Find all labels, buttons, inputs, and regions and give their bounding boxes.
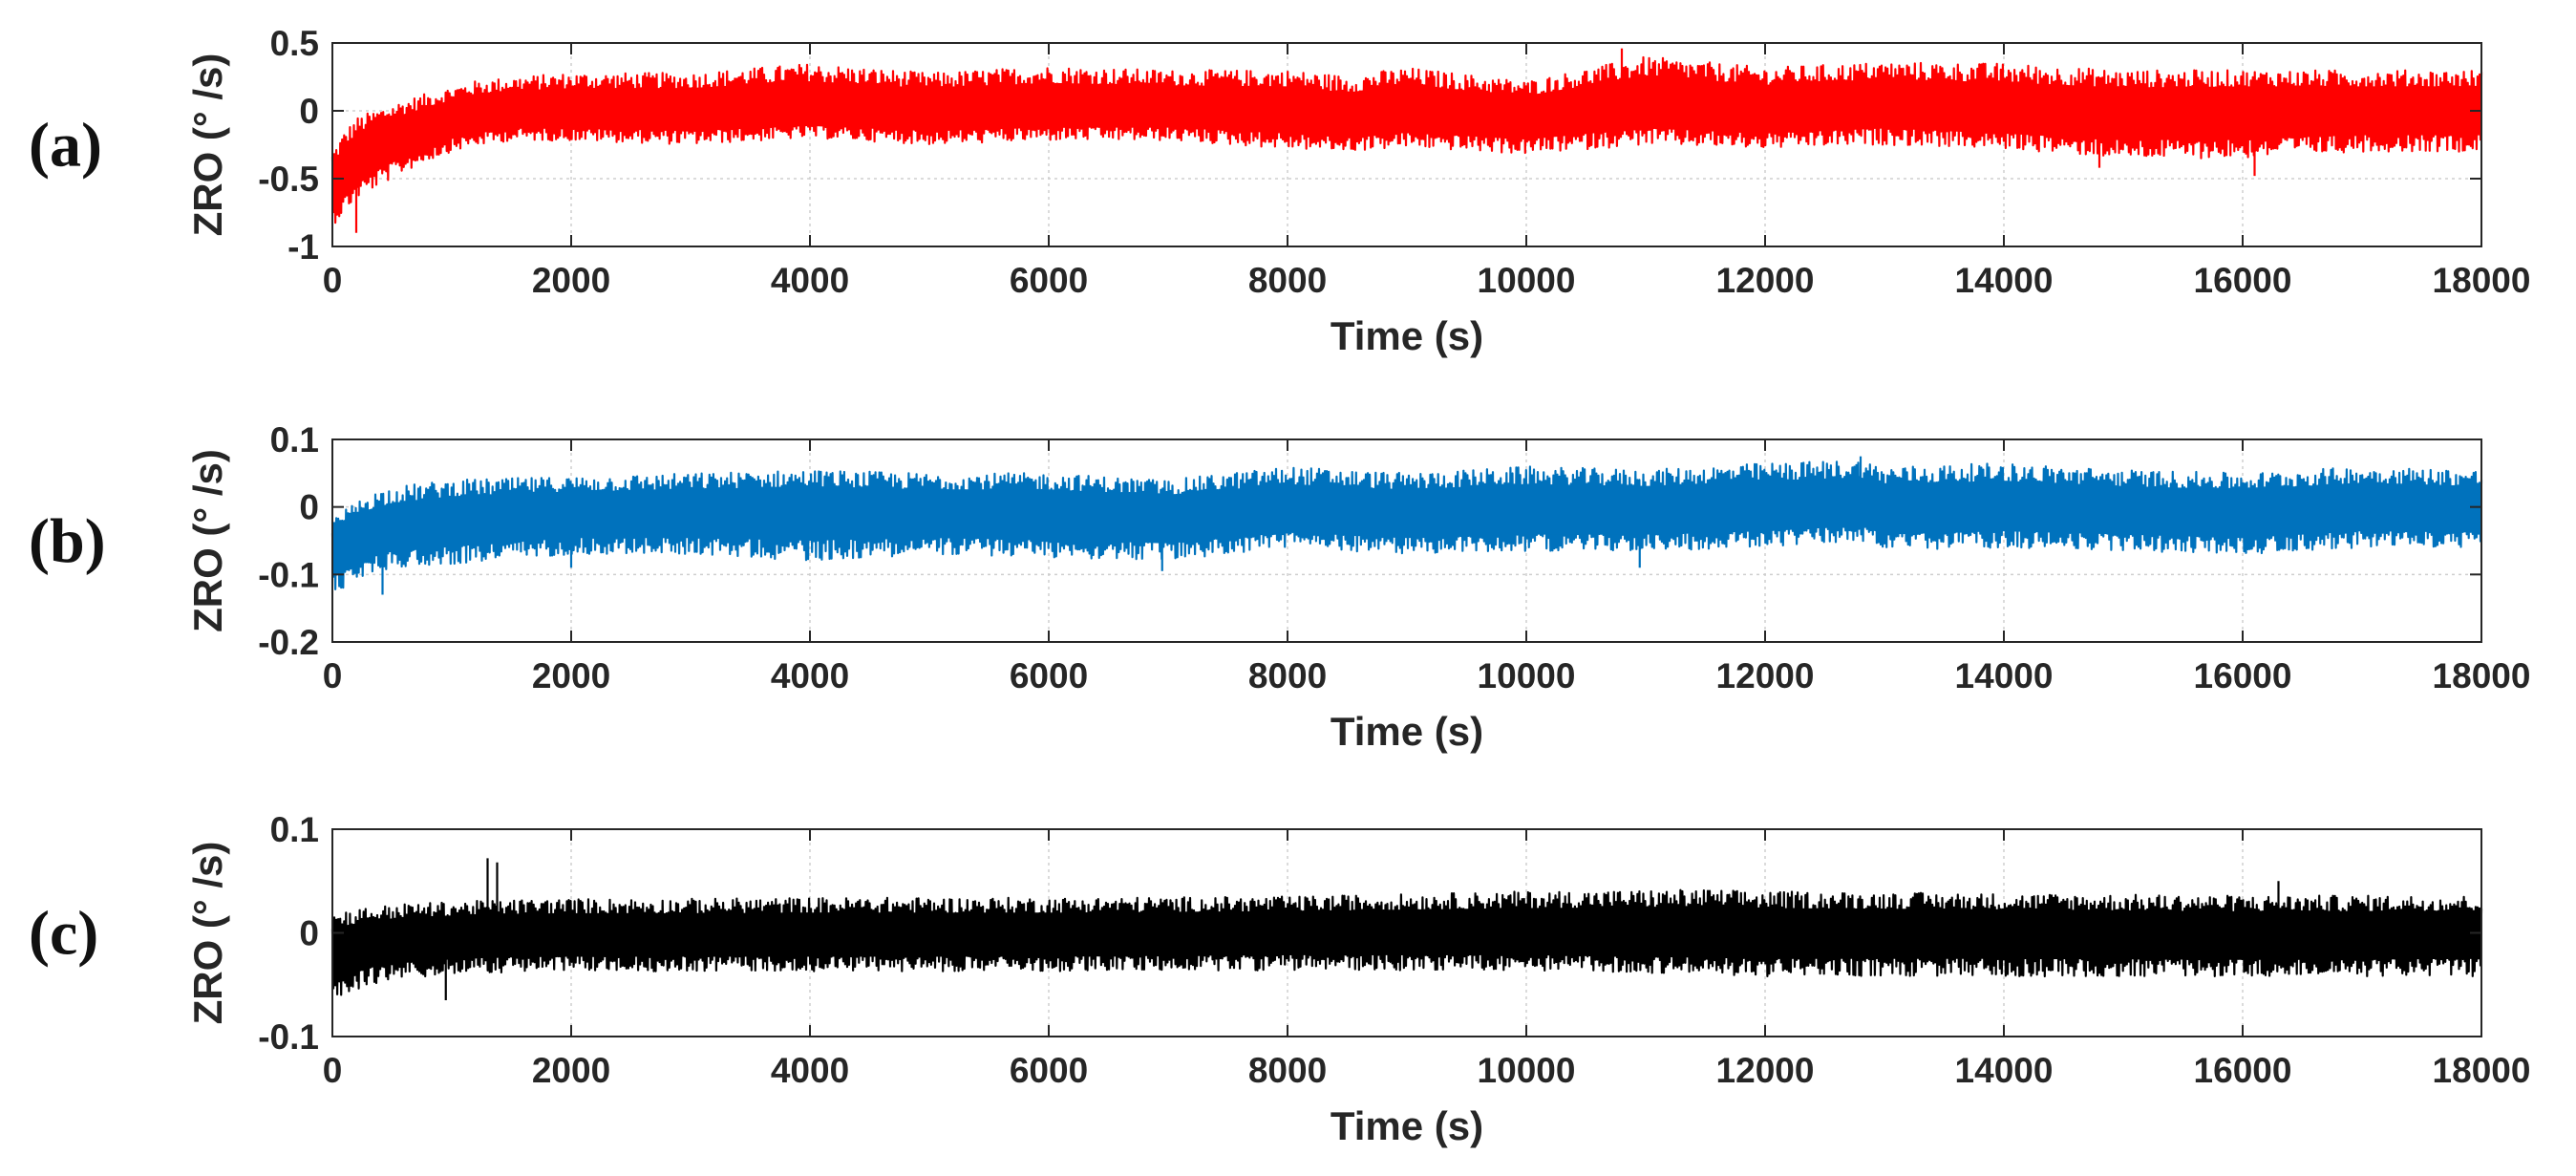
x-tick-label: 18000 — [2433, 1051, 2531, 1090]
x-axis-label: Time (s) — [1331, 709, 1483, 754]
x-tick-label: 8000 — [1248, 261, 1327, 300]
panel-label: (c) — [29, 899, 98, 969]
x-tick-label: 6000 — [1010, 261, 1088, 300]
panel-a: 0 2000 4000 6000 8000 10000 12000 14000 16000 180… — [29, 24, 2530, 358]
x-tick-label: 4000 — [771, 656, 849, 695]
y-tick-label: -1 — [287, 227, 319, 267]
panel-b: 0 2000 4000 6000 8000 10000 12000 14000 16000 180… — [29, 420, 2530, 754]
y-axis-label: ZRO (° /s) — [185, 53, 230, 237]
x-tick-label: 16000 — [2194, 1051, 2292, 1090]
data-band — [332, 477, 2481, 579]
x-tick-label: 8000 — [1248, 1051, 1327, 1090]
x-tick-label: 2000 — [532, 656, 610, 695]
x-tick-label: 0 — [323, 656, 343, 695]
x-tick-label: 4000 — [771, 1051, 849, 1090]
y-tick-label: -0.1 — [258, 1017, 319, 1057]
x-axis-label: Time (s) — [1331, 313, 1483, 358]
x-tick-label: 6000 — [1010, 656, 1088, 695]
x-tick-label: 18000 — [2433, 261, 2531, 300]
y-axis-label: ZRO (° /s) — [185, 842, 230, 1025]
x-tick-label: 18000 — [2433, 656, 2531, 695]
x-tick-label: 4000 — [771, 261, 849, 300]
x-tick-label: 14000 — [1955, 656, 2054, 695]
x-tick-label: 12000 — [1716, 261, 1815, 300]
x-tick-label: 14000 — [1955, 1051, 2054, 1090]
panel-label: (b) — [29, 506, 106, 576]
x-tick-label: 12000 — [1716, 656, 1815, 695]
data-band — [332, 75, 2481, 210]
x-tick-label: 16000 — [2194, 656, 2292, 695]
x-tick-label: 6000 — [1010, 1051, 1088, 1090]
y-tick-label: 0.1 — [270, 420, 319, 460]
x-tick-label: 16000 — [2194, 261, 2292, 300]
y-tick-label: 0 — [299, 488, 319, 527]
axes-box — [331, 438, 2482, 643]
y-tick-label: -0.1 — [258, 555, 319, 594]
panel-label: (a) — [29, 111, 102, 181]
data-band — [332, 907, 2481, 982]
panel-c: 0 2000 4000 6000 8000 10000 12000 14000 16000 180… — [29, 810, 2530, 1148]
y-tick-label: 0.5 — [270, 24, 319, 63]
x-tick-label: 10000 — [1478, 656, 1576, 695]
x-tick-label: 0 — [323, 1051, 343, 1090]
x-tick-label: 8000 — [1248, 656, 1327, 695]
x-tick-label: 2000 — [532, 261, 610, 300]
x-tick-label: 0 — [323, 261, 343, 300]
y-tick-label: 0 — [299, 914, 319, 953]
axes-box — [331, 42, 2482, 247]
y-tick-label: -0.2 — [258, 623, 319, 662]
x-tick-label: 2000 — [532, 1051, 610, 1090]
x-tick-label: 10000 — [1478, 261, 1576, 300]
y-tick-label: 0.1 — [270, 810, 319, 849]
y-axis-label: ZRO (° /s) — [185, 449, 230, 632]
y-tick-label: -0.5 — [258, 160, 319, 199]
x-axis-label: Time (s) — [1331, 1103, 1483, 1148]
x-tick-label: 14000 — [1955, 261, 2054, 300]
x-tick-label: 10000 — [1478, 1051, 1576, 1090]
x-tick-label: 12000 — [1716, 1051, 1815, 1090]
y-tick-label: 0 — [299, 92, 319, 131]
